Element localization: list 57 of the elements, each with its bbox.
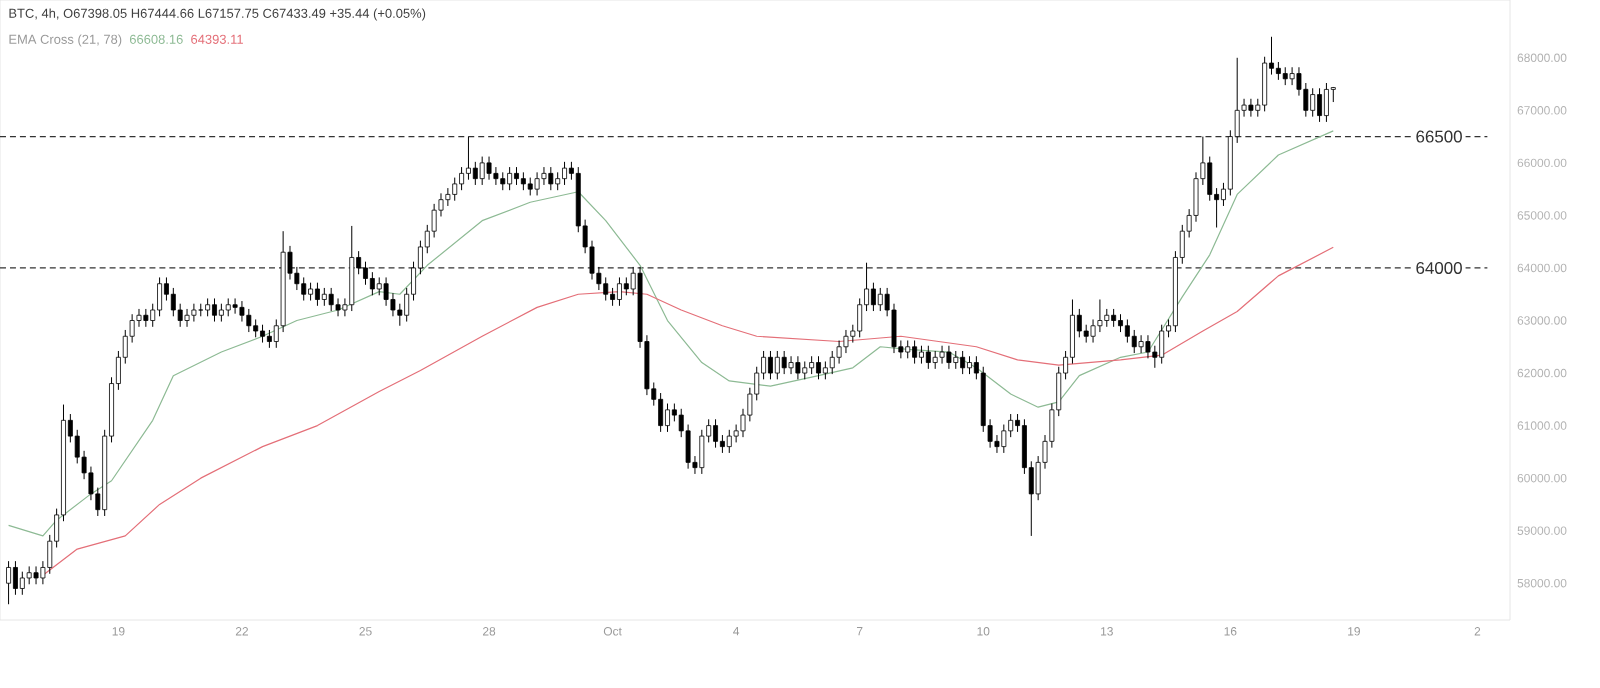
candlestick <box>925 345 931 370</box>
candlestick <box>1317 87 1323 123</box>
candlestick <box>816 355 821 380</box>
candlestick <box>1310 87 1316 118</box>
candlestick <box>713 418 718 449</box>
candlestick <box>877 287 883 312</box>
candlestick <box>170 287 176 317</box>
candlestick <box>363 261 368 286</box>
candlestick <box>1248 98 1254 118</box>
candlestick <box>1124 318 1130 344</box>
candlestick <box>479 156 485 186</box>
candlestick <box>1289 66 1295 86</box>
candlestick <box>795 355 801 380</box>
candlestick <box>328 287 334 312</box>
candlestick <box>946 345 952 370</box>
candlestick <box>912 339 918 365</box>
candlestick <box>1131 329 1137 354</box>
candlestick <box>788 355 794 375</box>
candlestick <box>534 171 540 196</box>
candlestick <box>960 350 966 375</box>
candlestick <box>232 297 238 315</box>
candlestick <box>616 276 622 307</box>
candlestick <box>939 345 945 365</box>
candlestick <box>768 350 773 380</box>
candlestick <box>665 403 670 433</box>
candlestick <box>1159 324 1165 365</box>
candlestick <box>507 166 513 191</box>
candlestick <box>726 429 732 454</box>
candlestick <box>212 297 217 323</box>
candlestick <box>184 308 190 328</box>
candlestick <box>33 565 39 585</box>
candlestick <box>157 276 163 317</box>
candlestick <box>658 392 664 433</box>
candlestick <box>781 350 787 375</box>
ref-line-label: 66500 <box>1416 130 1462 143</box>
candlestick <box>1262 56 1268 112</box>
candlestick <box>314 282 320 307</box>
candlestick <box>143 308 149 328</box>
candlestick <box>1138 334 1144 354</box>
candlestick <box>452 177 458 202</box>
candlestick <box>465 136 471 181</box>
candlestick <box>486 156 492 181</box>
candlestick <box>191 303 197 323</box>
candlestick <box>349 225 355 312</box>
candlestick <box>472 161 478 186</box>
ref-line-label: 64000 <box>1416 261 1462 274</box>
candlestick <box>246 308 252 333</box>
candlestick <box>870 282 876 312</box>
candlestick <box>548 166 554 191</box>
candlestick <box>19 571 25 596</box>
candlestick <box>369 271 375 296</box>
candlestick <box>12 560 18 596</box>
candlestick <box>459 166 465 191</box>
candlestick <box>1323 82 1329 123</box>
candlestick <box>562 161 567 186</box>
candlestick <box>774 350 780 380</box>
candlestick <box>6 560 12 605</box>
